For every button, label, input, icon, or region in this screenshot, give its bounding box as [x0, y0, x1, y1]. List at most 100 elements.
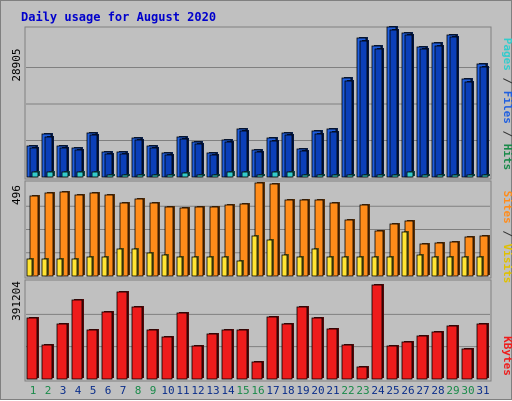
- kbytes-bar-day-19: [296, 306, 308, 380]
- pages-bar-day-9: [151, 174, 159, 178]
- files-bar-day-18: [284, 134, 293, 178]
- kbytes-bar-day-2: [41, 344, 53, 380]
- pages-bar-day-31: [481, 174, 489, 178]
- day-label-30: 30: [461, 384, 474, 397]
- kbytes-bar-day-6: [101, 311, 113, 380]
- visits-bar-day-10: [164, 206, 174, 277]
- visits-bar-day-24: [374, 230, 384, 277]
- kbytes-bar-day-12: [191, 345, 203, 380]
- sites-bar-day-13: [206, 256, 213, 277]
- files-bar-day-9: [149, 147, 158, 178]
- kbytes-bar-day-29: [446, 325, 458, 380]
- kbytes-bar-day-1: [26, 317, 38, 380]
- visits-bar-day-20: [314, 199, 324, 277]
- sites-bar-day-6: [101, 256, 108, 277]
- sites-bar-day-20: [311, 248, 318, 277]
- files-bar-day-15: [239, 130, 248, 178]
- day-label-28: 28: [431, 384, 444, 397]
- sites-bar-day-2: [41, 258, 48, 277]
- sites-bar-day-22: [341, 256, 348, 277]
- day-label-8: 8: [135, 384, 142, 397]
- day-label-15: 15: [236, 384, 249, 397]
- files-bar-day-23: [359, 40, 368, 178]
- sites-bar-day-19: [296, 256, 303, 277]
- pages-bar-day-5: [91, 171, 99, 178]
- files-bar-day-26: [404, 34, 413, 178]
- pages-bar-day-13: [211, 174, 219, 178]
- day-label-21: 21: [326, 384, 339, 397]
- day-label-17: 17: [266, 384, 279, 397]
- day-label-5: 5: [90, 384, 97, 397]
- kbytes-bar-day-7: [116, 291, 128, 380]
- visits-bar-day-8: [134, 198, 144, 277]
- pages-bar-day-21: [331, 174, 339, 178]
- kbytes-bar-day-22: [341, 344, 353, 380]
- kbytes-bar-day-11: [176, 312, 188, 380]
- sites-bar-day-31: [476, 256, 483, 277]
- files-bar-day-7: [119, 153, 128, 178]
- sites-bar-day-15: [236, 260, 243, 277]
- day-label-19: 19: [296, 384, 309, 397]
- sites-bar-day-4: [71, 258, 78, 277]
- sites-bar-day-12: [191, 256, 198, 277]
- pages-bar-day-14: [226, 171, 234, 178]
- visits-bar-day-9: [149, 202, 159, 277]
- panel-hits-files-pages: 28905 Pages / Files / Hits: [10, 26, 512, 180]
- sites-bar-day-1: [26, 258, 33, 277]
- day-label-1: 1: [30, 384, 37, 397]
- files-bar-day-5: [89, 134, 98, 178]
- sites-bar-day-26: [401, 231, 408, 277]
- bars-top: [26, 26, 490, 178]
- pages-bar-day-4: [76, 171, 84, 178]
- legend-middle-part-0: Sites: [501, 191, 512, 224]
- legend-top-part-2: Files: [501, 91, 512, 124]
- day-label-26: 26: [401, 384, 414, 397]
- pages-bar-day-12: [196, 174, 204, 178]
- pages-bar-day-30: [466, 174, 474, 178]
- pages-bar-day-18: [286, 171, 294, 178]
- chart-title: Daily usage for August 2020: [21, 10, 216, 24]
- kbytes-bar-day-15: [236, 329, 248, 380]
- sites-bar-day-8: [131, 248, 138, 277]
- day-label-29: 29: [446, 384, 459, 397]
- visits-bar-day-6: [104, 194, 114, 277]
- kbytes-bar-day-23: [356, 366, 368, 380]
- pages-bar-day-3: [61, 171, 69, 178]
- files-bar-day-10: [164, 154, 173, 178]
- pages-bar-day-1: [31, 171, 39, 178]
- pages-bar-day-25: [391, 174, 399, 178]
- sites-bar-day-24: [371, 256, 378, 277]
- kbytes-bar-day-3: [56, 323, 68, 380]
- sites-bar-day-29: [446, 256, 453, 277]
- legend-top: Pages / Files / Hits: [501, 38, 512, 171]
- day-label-27: 27: [416, 384, 429, 397]
- day-label-16: 16: [251, 384, 264, 397]
- sites-bar-day-14: [221, 256, 228, 277]
- day-label-2: 2: [45, 384, 52, 397]
- pages-bar-day-7: [121, 174, 129, 178]
- visits-bar-day-4: [74, 194, 84, 277]
- legend-top-part-3: /: [501, 124, 512, 144]
- pages-bar-day-15: [241, 171, 249, 178]
- sites-bar-day-28: [431, 256, 438, 277]
- visits-bar-day-12: [194, 206, 204, 277]
- kbytes-bar-day-28: [431, 331, 443, 380]
- day-label-31: 31: [476, 384, 489, 397]
- kbytes-bar-day-14: [221, 329, 233, 380]
- files-bar-day-20: [314, 133, 323, 178]
- sites-bar-day-17: [266, 239, 273, 277]
- visits-bar-day-3: [59, 191, 69, 277]
- visits-bar-day-25: [389, 223, 399, 277]
- pages-bar-day-27: [421, 174, 429, 178]
- kbytes-bar-day-10: [161, 336, 173, 380]
- kbytes-bar-day-27: [416, 335, 428, 380]
- day-label-9: 9: [150, 384, 157, 397]
- kbytes-bar-day-18: [281, 323, 293, 380]
- kbytes-bar-day-8: [131, 306, 143, 380]
- visits-bar-day-2: [44, 192, 54, 277]
- day-label-4: 4: [75, 384, 82, 397]
- pages-bar-day-17: [271, 171, 279, 178]
- kbytes-bar-day-4: [71, 299, 83, 380]
- day-label-7: 7: [120, 384, 127, 397]
